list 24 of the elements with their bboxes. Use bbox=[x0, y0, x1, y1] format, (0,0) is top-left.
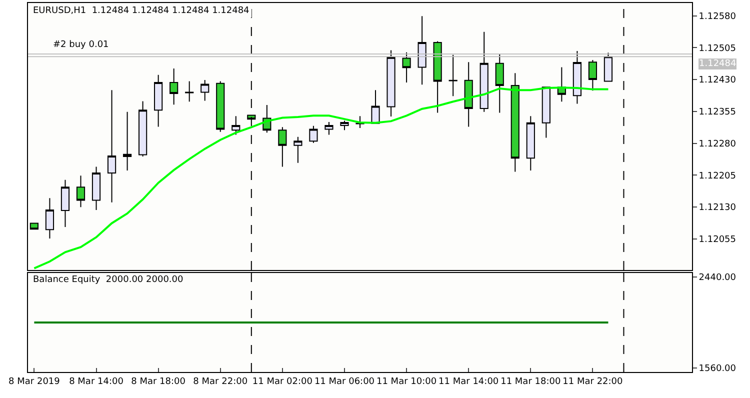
y-tick-label: 1.12580 bbox=[698, 12, 736, 22]
chart-title: Balance Equity 2000.00 2000.00 bbox=[33, 275, 184, 285]
x-tick-label: 11 Mar 14:00 bbox=[438, 376, 499, 387]
y-tick-label: 1.12355 bbox=[698, 108, 736, 118]
ref-line-label: 1.12484 bbox=[699, 59, 736, 69]
x-tick-label: 8 Mar 18:00 bbox=[131, 376, 186, 387]
x-tick-label: 11 Mar 06:00 bbox=[314, 376, 375, 387]
x-tick-label: 11 Mar 02:00 bbox=[252, 376, 313, 387]
y-tick-label: 1.12205 bbox=[698, 171, 736, 182]
x-tick-label: 11 Mar 22:00 bbox=[562, 376, 624, 387]
y-tick-label: 1560.00 bbox=[698, 364, 736, 374]
x-tick-label: 8 Mar 22:00 bbox=[193, 376, 248, 387]
x-tick-label: 11 Mar 18:00 bbox=[500, 376, 561, 387]
y-tick-label: 1.12430 bbox=[698, 76, 736, 86]
ref-line-label: #2 buy 0.01 bbox=[53, 40, 109, 50]
y-tick-label: 2440.00 bbox=[698, 273, 736, 284]
x-tick-label: 8 Mar 14:00 bbox=[69, 376, 124, 387]
y-tick-label: 1.12055 bbox=[698, 235, 736, 246]
y-tick-label: 1.12505 bbox=[698, 44, 736, 54]
x-tick-label: 8 Mar 2019 bbox=[8, 376, 60, 387]
y-tick-label: 1.12280 bbox=[698, 139, 736, 150]
chart-title: EURUSD,H1 1.12484 1.12484 1.12484 1.12484 bbox=[33, 6, 250, 16]
x-tick-label: 11 Mar 10:00 bbox=[376, 376, 437, 387]
y-tick-label: 1.12130 bbox=[698, 203, 736, 214]
